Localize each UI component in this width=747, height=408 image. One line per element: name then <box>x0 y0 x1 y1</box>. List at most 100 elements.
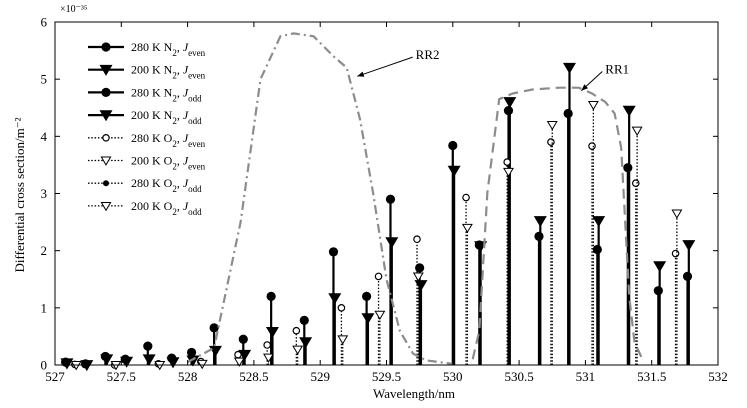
marker-1-4 <box>142 354 156 366</box>
marker-1-0 <box>60 358 74 370</box>
marker-2-5 <box>263 341 271 349</box>
marker-0-10 <box>299 315 309 326</box>
y-multiplier: ×10⁻³⁵ <box>60 4 87 15</box>
marker-1-19 <box>562 62 576 74</box>
annotation-rr2: RR2 <box>416 47 440 62</box>
annotation-rr1: RR1 <box>605 61 629 76</box>
legend-marker-1 <box>99 64 113 76</box>
x-tick-label-0: 527 <box>45 369 65 384</box>
marker-3-14 <box>631 126 643 136</box>
x-tick-label-2: 528 <box>178 369 198 384</box>
marker-2-6 <box>292 326 301 335</box>
marker-1-14 <box>414 280 428 292</box>
marker-1-6 <box>186 355 200 367</box>
series-1 <box>60 62 696 372</box>
x-tick-label-6: 530 <box>443 369 463 384</box>
marker-1-1 <box>80 360 94 372</box>
legend-entry-3: 200 K N2, Jodd <box>88 108 202 126</box>
marker-0-9 <box>266 291 276 301</box>
marker-3-9 <box>412 272 424 282</box>
marker-0-6 <box>186 347 197 358</box>
y-tick-label-1: 1 <box>41 300 48 315</box>
legend-marker-7 <box>100 201 112 212</box>
marker-2-14 <box>631 179 640 188</box>
plot-background <box>55 22 718 365</box>
marker-2-4 <box>234 350 242 359</box>
legend-label-5: 200 K O2, Jeven <box>131 154 206 172</box>
x-tick-label-9: 531.5 <box>637 369 666 384</box>
marker-0-11 <box>328 247 339 257</box>
marker-3-7 <box>337 335 349 345</box>
marker-1-2 <box>100 354 114 366</box>
series-3 <box>70 100 683 371</box>
marker-2-8 <box>374 272 383 281</box>
legend-entry-0: 280 K N2, Jeven <box>88 40 206 58</box>
marker-3-15 <box>671 209 683 219</box>
annotations: RR2 RR1 <box>357 47 629 91</box>
marker-1-9 <box>265 326 279 339</box>
legend-marker-3 <box>99 110 113 122</box>
plot-area <box>55 22 718 365</box>
legend-marker-4 <box>102 134 110 142</box>
marker-0-7 <box>209 323 219 333</box>
legend-marker-2 <box>101 87 111 97</box>
marker-3-13 <box>587 100 599 111</box>
y-tick-label-3: 3 <box>41 186 48 201</box>
legend-entry-5: 200 K O2, Jeven <box>88 154 206 172</box>
marker-0-17 <box>503 106 514 116</box>
marker-2-11 <box>503 158 511 166</box>
x-tick-label-4: 529 <box>310 369 330 384</box>
legend-entry-1: 200 K N2, Jeven <box>88 63 206 81</box>
legend-label-2: 280 K N2, Jodd <box>131 85 202 103</box>
marker-3-5 <box>263 353 274 363</box>
marker-0-8 <box>238 334 248 344</box>
marker-1-17 <box>503 97 517 109</box>
filter-curve-rr2 <box>187 32 453 365</box>
legend-label-3: 200 K N2, Jodd <box>131 108 202 126</box>
legend-marker-6 <box>103 180 109 187</box>
marker-0-13 <box>385 194 396 204</box>
y-axis-label: Differential cross section/m⁻² <box>12 117 27 272</box>
marker-1-12 <box>361 313 375 325</box>
legend-label-6: 280 K O2, Jodd <box>131 176 202 194</box>
marker-3-6 <box>292 345 304 355</box>
x-tick-label-7: 530.5 <box>504 369 533 384</box>
marker-0-21 <box>623 163 633 173</box>
marker-1-8 <box>238 349 252 361</box>
marker-0-15 <box>448 140 458 151</box>
marker-2-7 <box>337 304 346 312</box>
marker-1-15 <box>447 165 461 177</box>
marker-3-4 <box>233 357 245 367</box>
marker-0-20 <box>592 244 602 255</box>
filter-curve-rr1 <box>471 86 644 360</box>
legend-entry-4: 280 K O2, Jeven <box>88 131 206 149</box>
x-tick-label-5: 529.5 <box>372 369 401 384</box>
legend-label-0: 280 K N2, Jeven <box>131 40 206 58</box>
legend-label-4: 280 K O2, Jeven <box>131 131 206 149</box>
marker-2-12 <box>547 138 555 146</box>
marker-0-19 <box>563 108 573 119</box>
marker-0-12 <box>362 291 372 301</box>
marker-3-3 <box>196 359 208 370</box>
marker-2-9 <box>413 235 421 244</box>
axes: 527 527.5 528 528.5 529 529.5 530 530.5 531 531.5… <box>41 15 728 385</box>
marker-2-13 <box>588 142 596 150</box>
x-tick-label-3: 528.5 <box>239 369 268 384</box>
legend-marker-0 <box>101 42 111 52</box>
marker-0-18 <box>534 231 544 241</box>
marker-1-22 <box>653 261 667 273</box>
filter-curves <box>187 32 644 365</box>
marker-3-11 <box>503 167 514 178</box>
marker-1-18 <box>533 216 547 228</box>
marker-2-10 <box>462 193 470 202</box>
legend-marker-5 <box>100 156 112 166</box>
marker-0-23 <box>682 271 693 281</box>
marker-0-4 <box>143 341 153 351</box>
marker-1-13 <box>385 237 399 249</box>
marker-1-10 <box>299 337 313 349</box>
marker-1-21 <box>622 105 636 117</box>
annotation-arrowhead-1 <box>581 84 589 91</box>
marker-3-10 <box>461 223 473 234</box>
legend: 280 K N2, Jeven 200 K N2, Jeven 280 K N2, … <box>88 40 206 217</box>
